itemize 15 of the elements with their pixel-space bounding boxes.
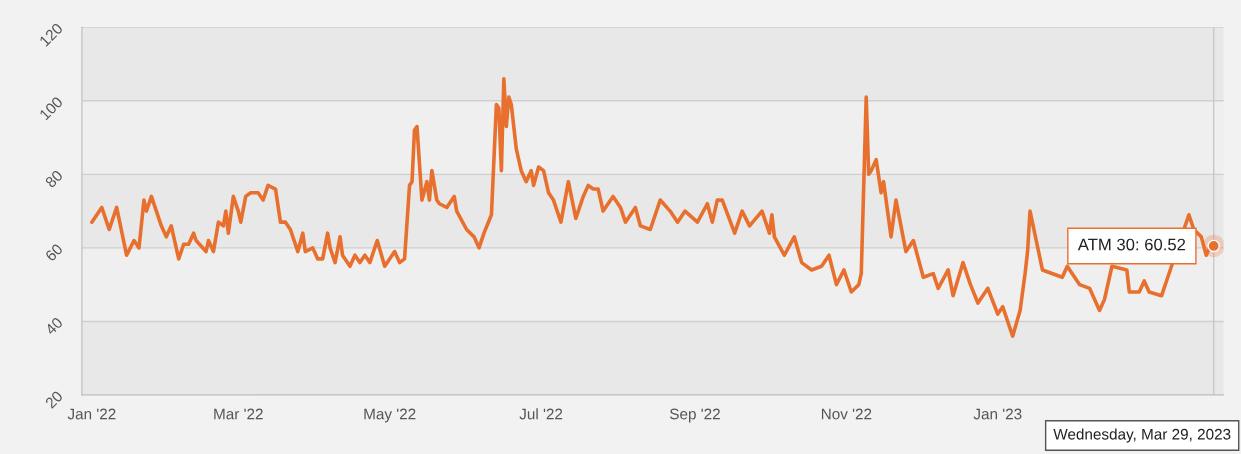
y-tick-label: 80	[44, 169, 64, 189]
y-tick-label: 20	[44, 390, 64, 409]
x-tick-label: Nov '22	[821, 408, 872, 420]
x-tick-label: May '22	[364, 408, 416, 423]
x-tick-label: Jan '22	[67, 408, 116, 420]
x-tick-label: Jul '22	[519, 408, 563, 420]
y-tick-label: 60	[44, 243, 64, 262]
y-tick-label: 120	[38, 22, 64, 47]
annotation: ATM 30: 60.52	[1077, 238, 1186, 251]
x-tick-label: Jan '23	[973, 408, 1022, 420]
y-tick-label: 40	[44, 316, 64, 336]
x-tick-label: Mar '22	[214, 408, 263, 420]
y-tick-label: 100	[38, 95, 64, 121]
x-tick-label: Sep '22	[669, 408, 720, 423]
text: Wednesday, Mar 29, 2023	[1053, 428, 1231, 443]
